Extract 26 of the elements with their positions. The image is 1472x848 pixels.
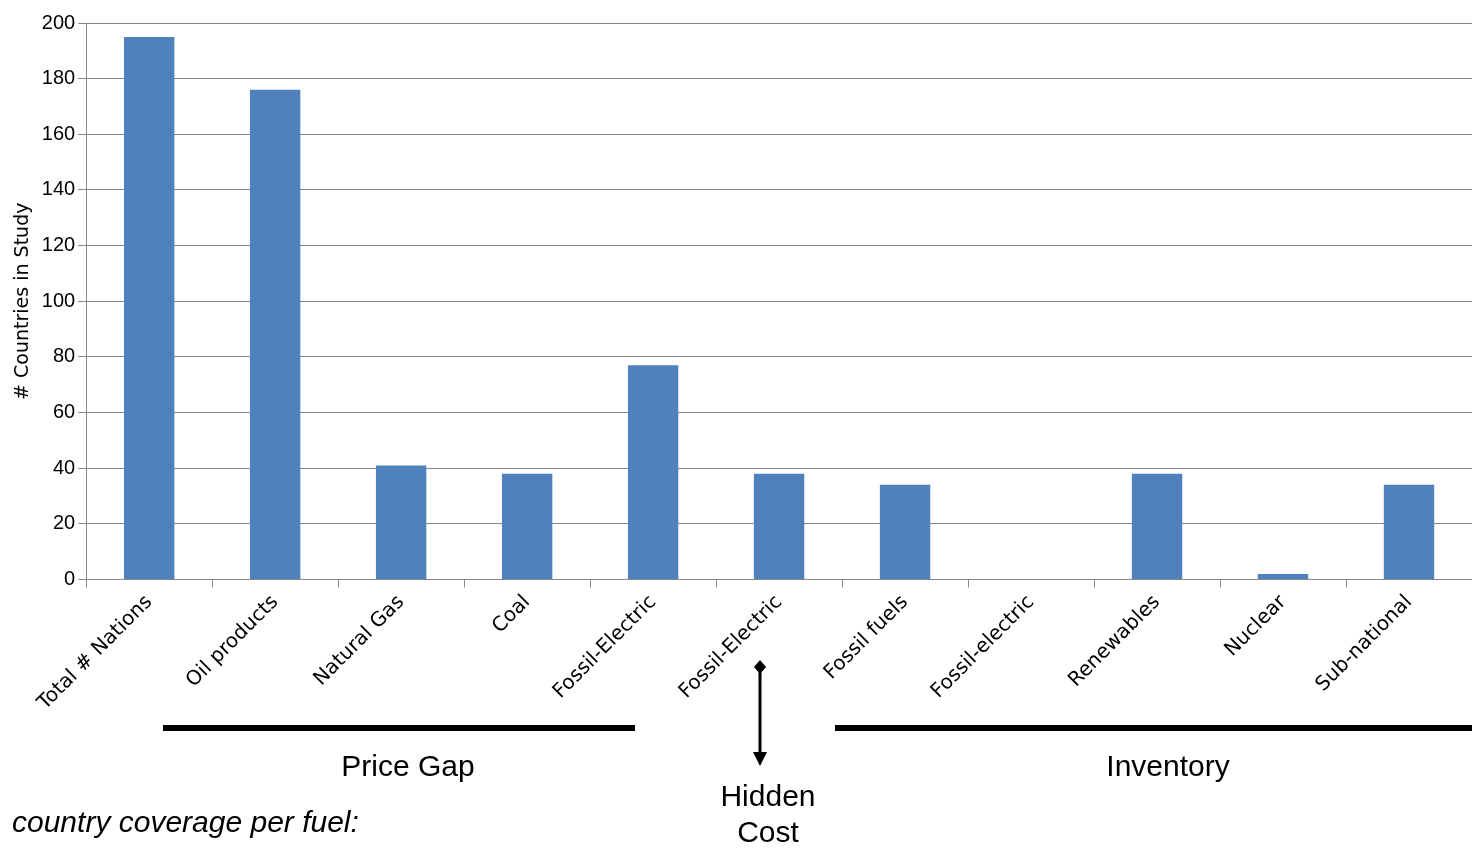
- bar: [879, 484, 931, 579]
- y-axis-title: # Countries in Study: [10, 202, 33, 400]
- y-tick-label: 0: [64, 566, 76, 589]
- bar: [1131, 473, 1183, 579]
- y-tick-label: 140: [41, 177, 76, 200]
- y-tick-label: 80: [52, 344, 76, 367]
- bar: [123, 36, 175, 579]
- bar: [627, 365, 679, 579]
- y-tick-label: 20: [52, 511, 76, 534]
- bar: [753, 473, 805, 579]
- y-tick-label: 180: [41, 66, 76, 89]
- y-tick-label: 100: [41, 288, 76, 311]
- bar: [249, 89, 301, 579]
- bar: [501, 473, 553, 579]
- text: country coverage per fuel:: [12, 804, 360, 840]
- y-tick-label: 40: [52, 455, 76, 478]
- bar: [375, 465, 427, 579]
- text: Inventory: [1105, 748, 1231, 784]
- y-tick-label: 120: [41, 233, 76, 256]
- y-tick-label: 160: [41, 121, 76, 144]
- y-tick-label: 60: [52, 400, 76, 423]
- text: Hidden Cost: [719, 778, 817, 848]
- bar: [1383, 484, 1435, 579]
- text: Price Gap: [340, 748, 476, 784]
- bar: [1257, 573, 1309, 579]
- y-tick-label: 200: [41, 10, 76, 33]
